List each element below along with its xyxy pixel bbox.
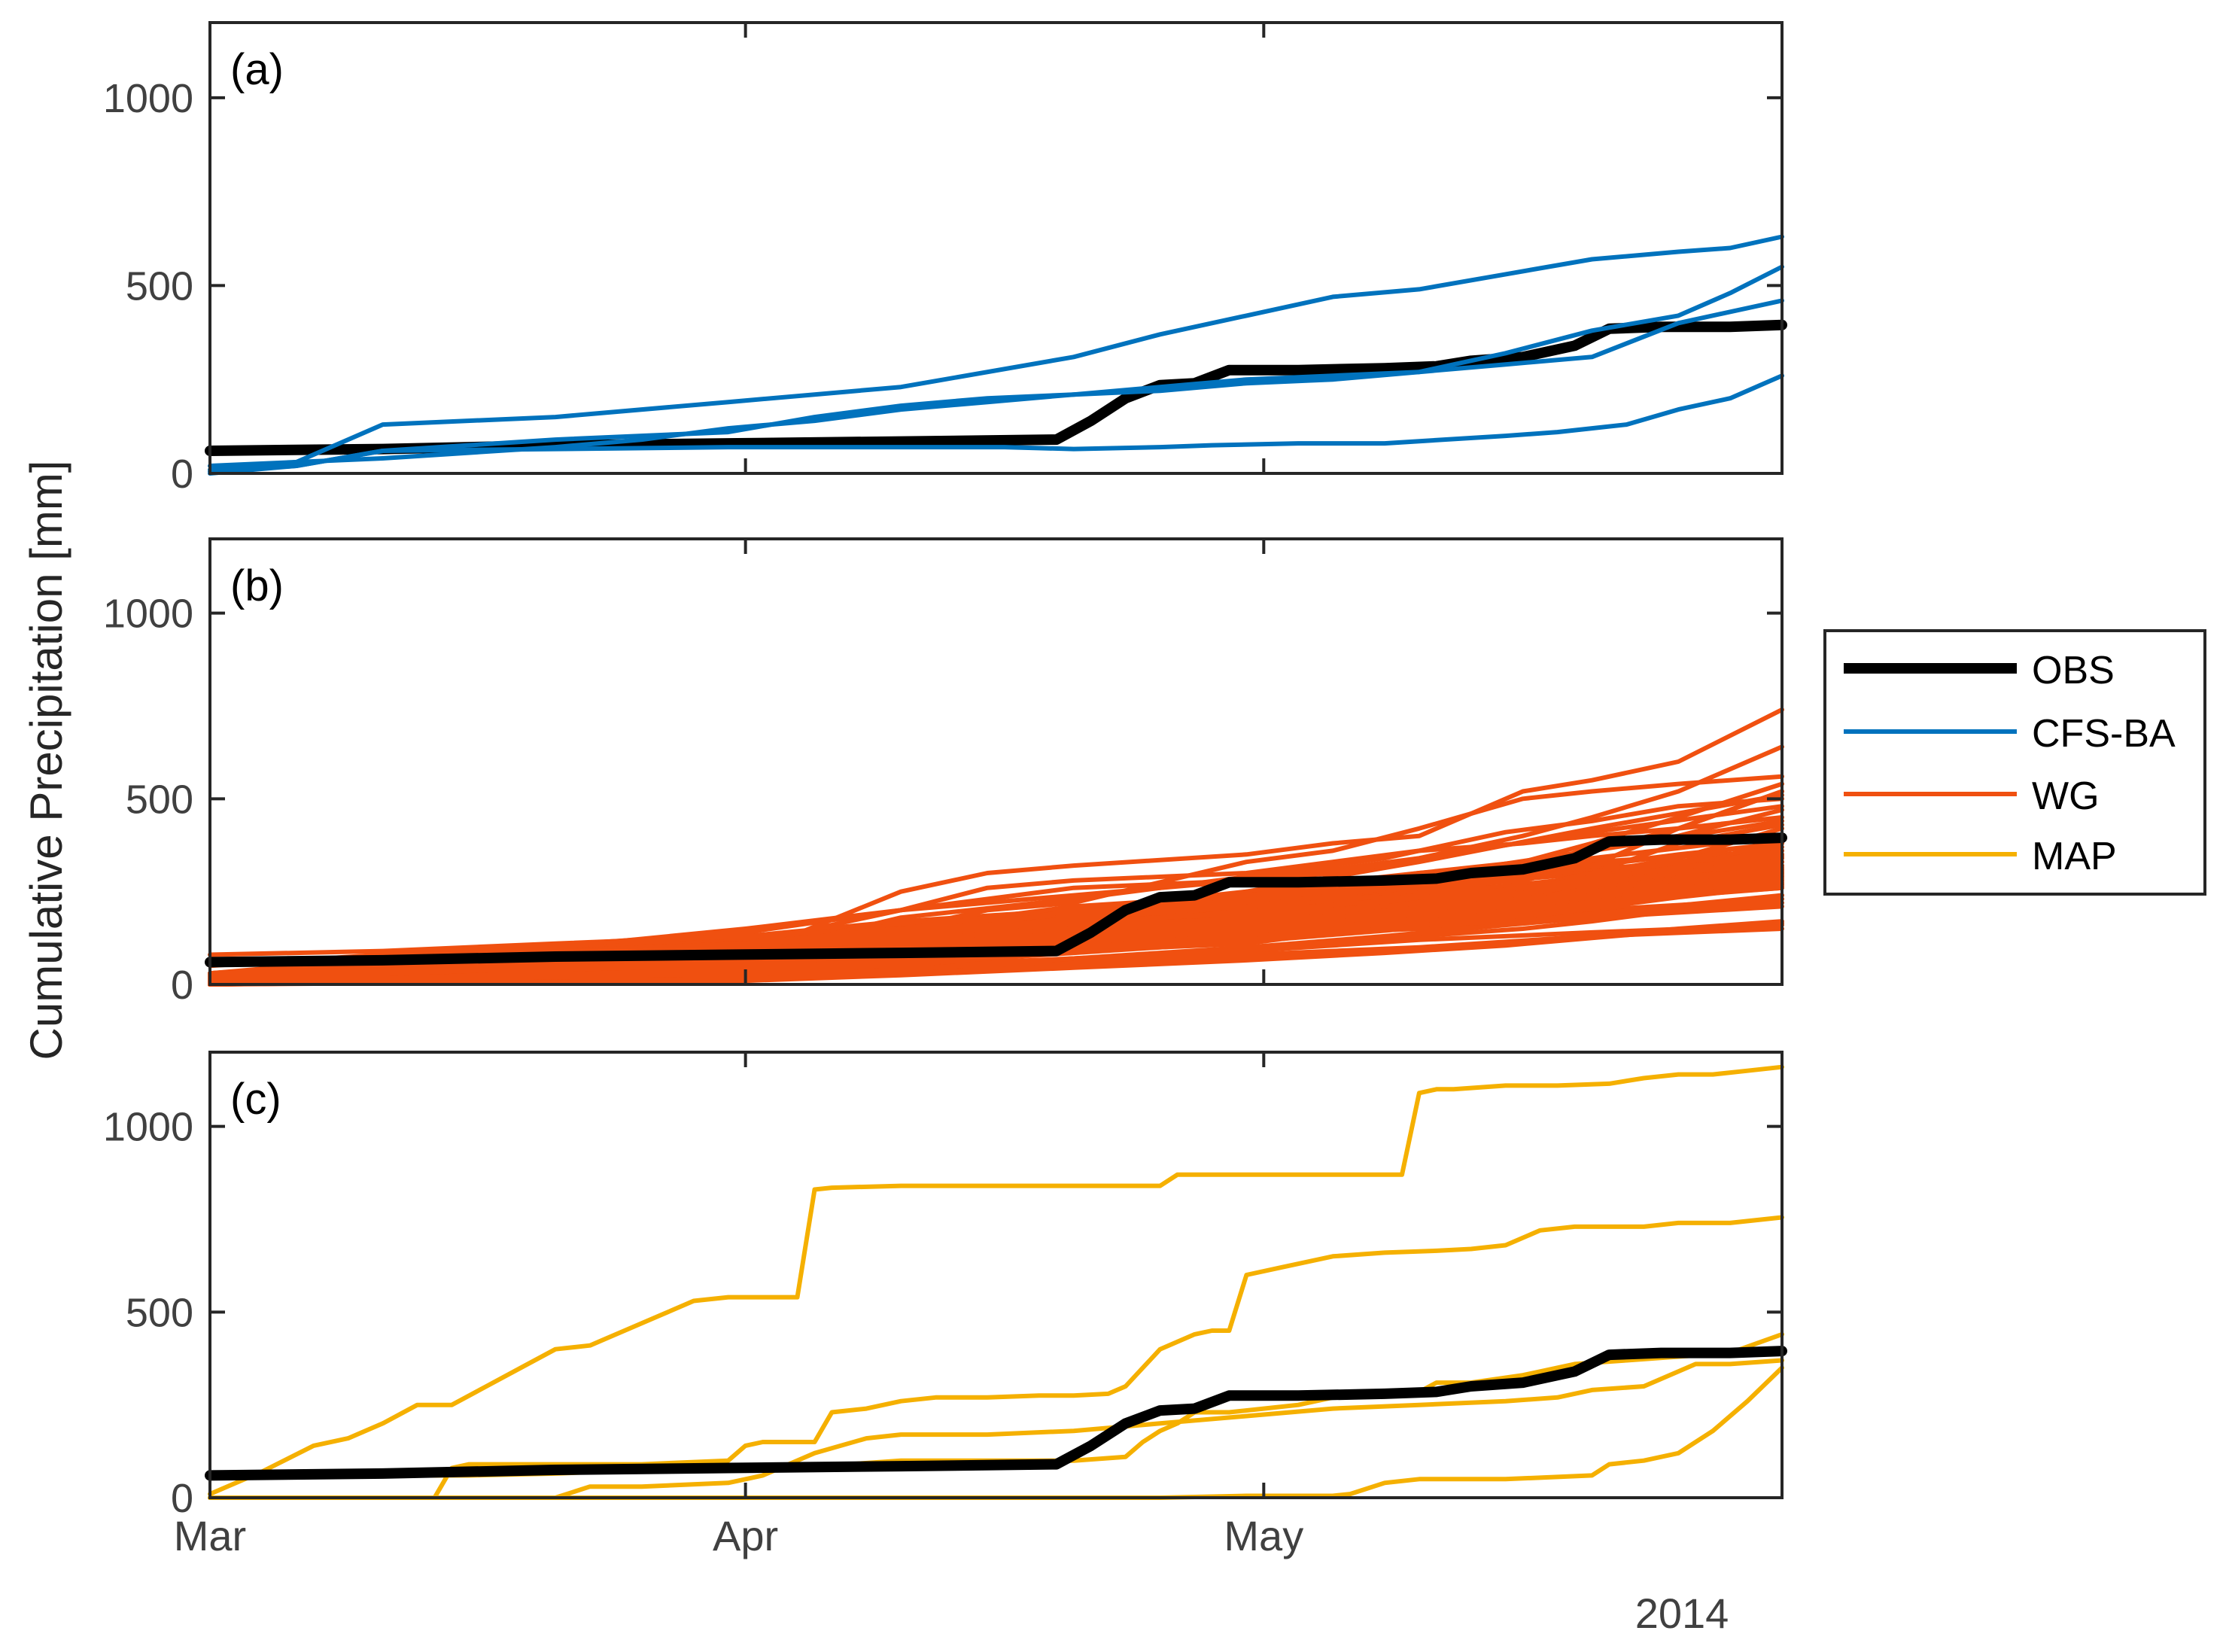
panel-c-xtick-label-apr: Apr: [713, 1512, 778, 1559]
panel-b-axes-box: [208, 537, 1784, 986]
year-label: 2014: [1635, 1590, 1729, 1637]
panel-a-series-obs-1: [205, 319, 1787, 456]
panel-b-series-obs-1: [205, 832, 1787, 968]
panel-c-ytick-label-500: 500: [126, 1290, 193, 1335]
panel-b-series: [205, 707, 1787, 987]
panel-b-series-wg-70: [208, 881, 1784, 987]
panel-c-series-map-4: [208, 1358, 1784, 1500]
legend-box: [1823, 629, 2206, 896]
panel-b-label: (b): [230, 561, 284, 610]
panel-c: 0 500 1000 Mar Apr May (c): [103, 1051, 1787, 1559]
panel-a-label: (a): [230, 45, 284, 94]
panel-b-ytick-label-500: 500: [126, 777, 193, 822]
panel-b-series-wg-68: [208, 853, 1784, 978]
panel-c-ytick-label-0: 0: [171, 1476, 193, 1521]
panel-a-series: [205, 234, 1787, 476]
legend-entry-map: MAP: [1844, 835, 2117, 878]
legend-entry-wg: WG: [1844, 774, 2100, 818]
panel-b-ticks: 0 500 1000: [103, 539, 1782, 1008]
panel-b-ytick-label-1000: 1000: [103, 592, 193, 637]
panel-c-xtick-label-mar: Mar: [174, 1512, 246, 1559]
panel-b-series-wg-63: [208, 859, 1784, 980]
panel-c-series-map-1: [208, 1064, 1784, 1497]
legend-label-obs: OBS: [2032, 649, 2115, 692]
legend-label-map: MAP: [2032, 835, 2117, 878]
panel-c-xtick-label-may: May: [1224, 1512, 1303, 1559]
panel-a-series-cfs-ba-3: [208, 234, 1784, 472]
panel-c-series-obs-1: [205, 1346, 1787, 1481]
legend-label-wg: WG: [2032, 774, 2100, 818]
panel-c-label: (c): [230, 1075, 281, 1124]
panel-b-ytick-label-0: 0: [171, 963, 193, 1008]
legend-label-cfs-ba: CFS-BA: [2032, 712, 2176, 756]
legend-entry-cfs-ba: CFS-BA: [1844, 712, 2176, 756]
panel-c-axes-box: [208, 1051, 1784, 1499]
legend-entry-obs: OBS: [1844, 649, 2115, 692]
y-axis-label: Cumulative Precipitation [mm]: [21, 461, 71, 1060]
panel-b-series-wg-59: [208, 900, 1784, 987]
panel-b-series-wg-69: [208, 878, 1784, 985]
panel-a-ytick-label-1000: 1000: [103, 76, 193, 121]
panel-a-ticks: 0 500 1000: [103, 23, 1782, 497]
panel-a-series-cfs-ba-4: [208, 264, 1784, 474]
panel-c-ticks: 0 500 1000 Mar Apr May: [103, 1052, 1782, 1559]
panel-b-series-wg-73: [208, 920, 1784, 987]
panel-a: 0 500 1000 (a): [103, 21, 1787, 497]
panel-b: 0 500 1000 (b): [103, 537, 1787, 1008]
panel-c-series-map-3: [208, 1215, 1784, 1500]
panel-a-axes-box: [208, 21, 1784, 475]
panel-a-ytick-label-500: 500: [126, 263, 193, 309]
legend: OBS CFS-BA WG MAP: [1823, 629, 2206, 896]
panel-a-ytick-label-0: 0: [171, 452, 193, 497]
panel-c-ytick-label-1000: 1000: [103, 1105, 193, 1150]
